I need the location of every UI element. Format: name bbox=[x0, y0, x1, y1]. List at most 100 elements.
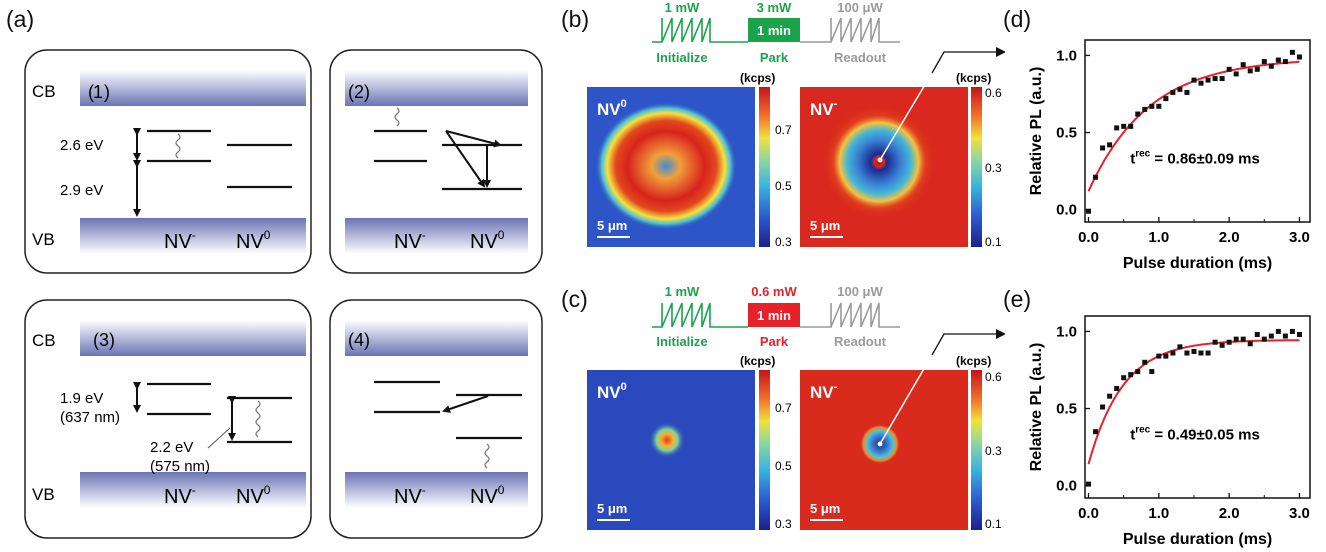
data-point bbox=[1219, 342, 1225, 348]
svg-text:(kcps): (kcps) bbox=[740, 71, 775, 85]
svg-text:0.6 mW: 0.6 mW bbox=[751, 284, 797, 299]
data-point bbox=[1100, 404, 1106, 410]
data-point bbox=[1121, 375, 1127, 381]
svg-text:(: ( bbox=[88, 82, 94, 102]
pl-map-panels: 1 mW 3 mW 100 μW 1 min Initialize Park R… bbox=[587, 0, 1005, 531]
panel-label-a: (a) bbox=[6, 6, 35, 32]
energy-level-schematics: CB VB 1 () 2.6 eV 2.9 eV NV- NV0 (2) NV- bbox=[24, 49, 543, 539]
data-point bbox=[1163, 353, 1169, 359]
svg-text:NV0: NV0 bbox=[470, 483, 505, 508]
svg-text:Readout: Readout bbox=[834, 50, 887, 65]
y-tick-label: 1.0 bbox=[1056, 47, 1077, 64]
svg-text:(kcps): (kcps) bbox=[956, 354, 991, 368]
data-point bbox=[1093, 174, 1099, 180]
data-point bbox=[1149, 103, 1155, 109]
svg-text:(3): (3) bbox=[93, 330, 115, 350]
svg-text:0.5: 0.5 bbox=[775, 179, 792, 193]
svg-text:0.5: 0.5 bbox=[775, 459, 792, 473]
data-point bbox=[1170, 89, 1176, 95]
data-point bbox=[1233, 336, 1239, 342]
data-point bbox=[1275, 57, 1281, 63]
data-point bbox=[1247, 68, 1253, 74]
svg-text:(kcps): (kcps) bbox=[956, 71, 991, 85]
data-point bbox=[1135, 369, 1141, 375]
pulse-sequence-c: 1 mW 0.6 mW 100 μW 1 min Initialize Park… bbox=[652, 284, 900, 349]
data-point bbox=[1289, 328, 1295, 334]
svg-text:5 μm: 5 μm bbox=[810, 501, 840, 516]
svg-text:1 min: 1 min bbox=[757, 23, 791, 38]
panel-label-e: (e) bbox=[1003, 286, 1032, 312]
data-point bbox=[1226, 339, 1232, 345]
y-tick-label: 0.5 bbox=[1056, 401, 1077, 418]
data-point bbox=[1107, 393, 1113, 399]
data-point bbox=[1100, 145, 1106, 151]
svg-text:Park: Park bbox=[760, 50, 789, 65]
svg-text:0.6: 0.6 bbox=[985, 370, 1002, 384]
y-tick-label: 1.0 bbox=[1056, 323, 1077, 340]
data-point bbox=[1205, 77, 1211, 83]
panel-label-d: (d) bbox=[1003, 6, 1032, 32]
svg-text:NV-: NV- bbox=[164, 483, 196, 508]
svg-text:0.1: 0.1 bbox=[985, 517, 1002, 531]
panel-label-c: (c) bbox=[561, 286, 588, 312]
svg-text:1 mW: 1 mW bbox=[665, 284, 700, 299]
data-point bbox=[1296, 54, 1302, 60]
y-tick-label: 0.5 bbox=[1056, 125, 1077, 142]
svg-text:5 μm: 5 μm bbox=[810, 218, 840, 233]
data-point bbox=[1142, 359, 1148, 365]
svg-text:NV-: NV- bbox=[164, 228, 196, 253]
svg-text:100 μW: 100 μW bbox=[837, 0, 883, 15]
data-point bbox=[1156, 103, 1162, 109]
data-point bbox=[1121, 123, 1127, 129]
svg-text:NV0: NV0 bbox=[236, 483, 271, 508]
data-point bbox=[1205, 350, 1211, 356]
svg-text:(575 nm): (575 nm) bbox=[150, 458, 210, 475]
data-point bbox=[1212, 76, 1218, 82]
x-axis-label: Pulse duration (ms) bbox=[1123, 255, 1272, 272]
svg-text:NV-: NV- bbox=[810, 98, 838, 119]
plot-frame bbox=[1084, 39, 1311, 223]
svg-text:3 mW: 3 mW bbox=[757, 0, 792, 15]
data-point bbox=[1296, 332, 1302, 338]
data-point bbox=[1254, 332, 1260, 338]
data-point bbox=[1156, 353, 1162, 359]
svg-text:Initialize: Initialize bbox=[656, 50, 707, 65]
svg-text:CB: CB bbox=[32, 331, 56, 350]
svg-text:1.9 eV: 1.9 eV bbox=[60, 390, 103, 407]
data-point bbox=[1240, 336, 1246, 342]
data-point bbox=[1268, 63, 1274, 69]
plot-frame bbox=[1084, 315, 1311, 499]
park-pulse bbox=[748, 303, 800, 327]
data-point bbox=[1198, 80, 1204, 86]
x-tick-label: 2.0 bbox=[1219, 229, 1240, 246]
data-point bbox=[1177, 344, 1183, 350]
data-point bbox=[1191, 77, 1197, 83]
schematic-box-3: CB VB (3) 1.9 eV (637 nm) 2.2 eV (575 nm… bbox=[24, 299, 312, 539]
svg-text:0.7: 0.7 bbox=[775, 123, 792, 137]
svg-text:0.3: 0.3 bbox=[775, 517, 792, 531]
x-tick-label: 1.0 bbox=[1148, 505, 1169, 522]
svg-text:(kcps): (kcps) bbox=[740, 354, 775, 368]
data-point bbox=[1261, 59, 1267, 65]
svg-text:1 min: 1 min bbox=[757, 308, 791, 323]
data-point bbox=[1142, 106, 1148, 112]
gap-label: 2.6 eV bbox=[60, 137, 103, 154]
data-point bbox=[1240, 62, 1246, 68]
data-point bbox=[1233, 71, 1239, 77]
cb-label: CB bbox=[32, 82, 56, 101]
svg-text:0.3: 0.3 bbox=[985, 444, 1002, 458]
svg-text:Initialize: Initialize bbox=[656, 334, 707, 349]
x-axis-label: Pulse duration (ms) bbox=[1123, 531, 1272, 548]
fit-annotation: trec = 0.86±0.09 ms bbox=[1130, 148, 1260, 167]
svg-text:0.7: 0.7 bbox=[775, 401, 792, 415]
data-point bbox=[1289, 49, 1295, 55]
recovery-plot-e: 0.0 1.0 2.0 3.0 0.0 0.5 1.0 Pulse duration (ms)… bbox=[1028, 315, 1311, 548]
vb-label: VB bbox=[32, 230, 55, 249]
fit-curve bbox=[1087, 339, 1300, 465]
step-label: 1 bbox=[93, 82, 103, 102]
data-point bbox=[1128, 372, 1134, 378]
data-point bbox=[1212, 339, 1218, 345]
schematic-box-4: (4) NV- NV0 bbox=[329, 299, 543, 539]
data-point bbox=[1247, 341, 1253, 347]
y-tick-label: 0.0 bbox=[1056, 202, 1077, 219]
